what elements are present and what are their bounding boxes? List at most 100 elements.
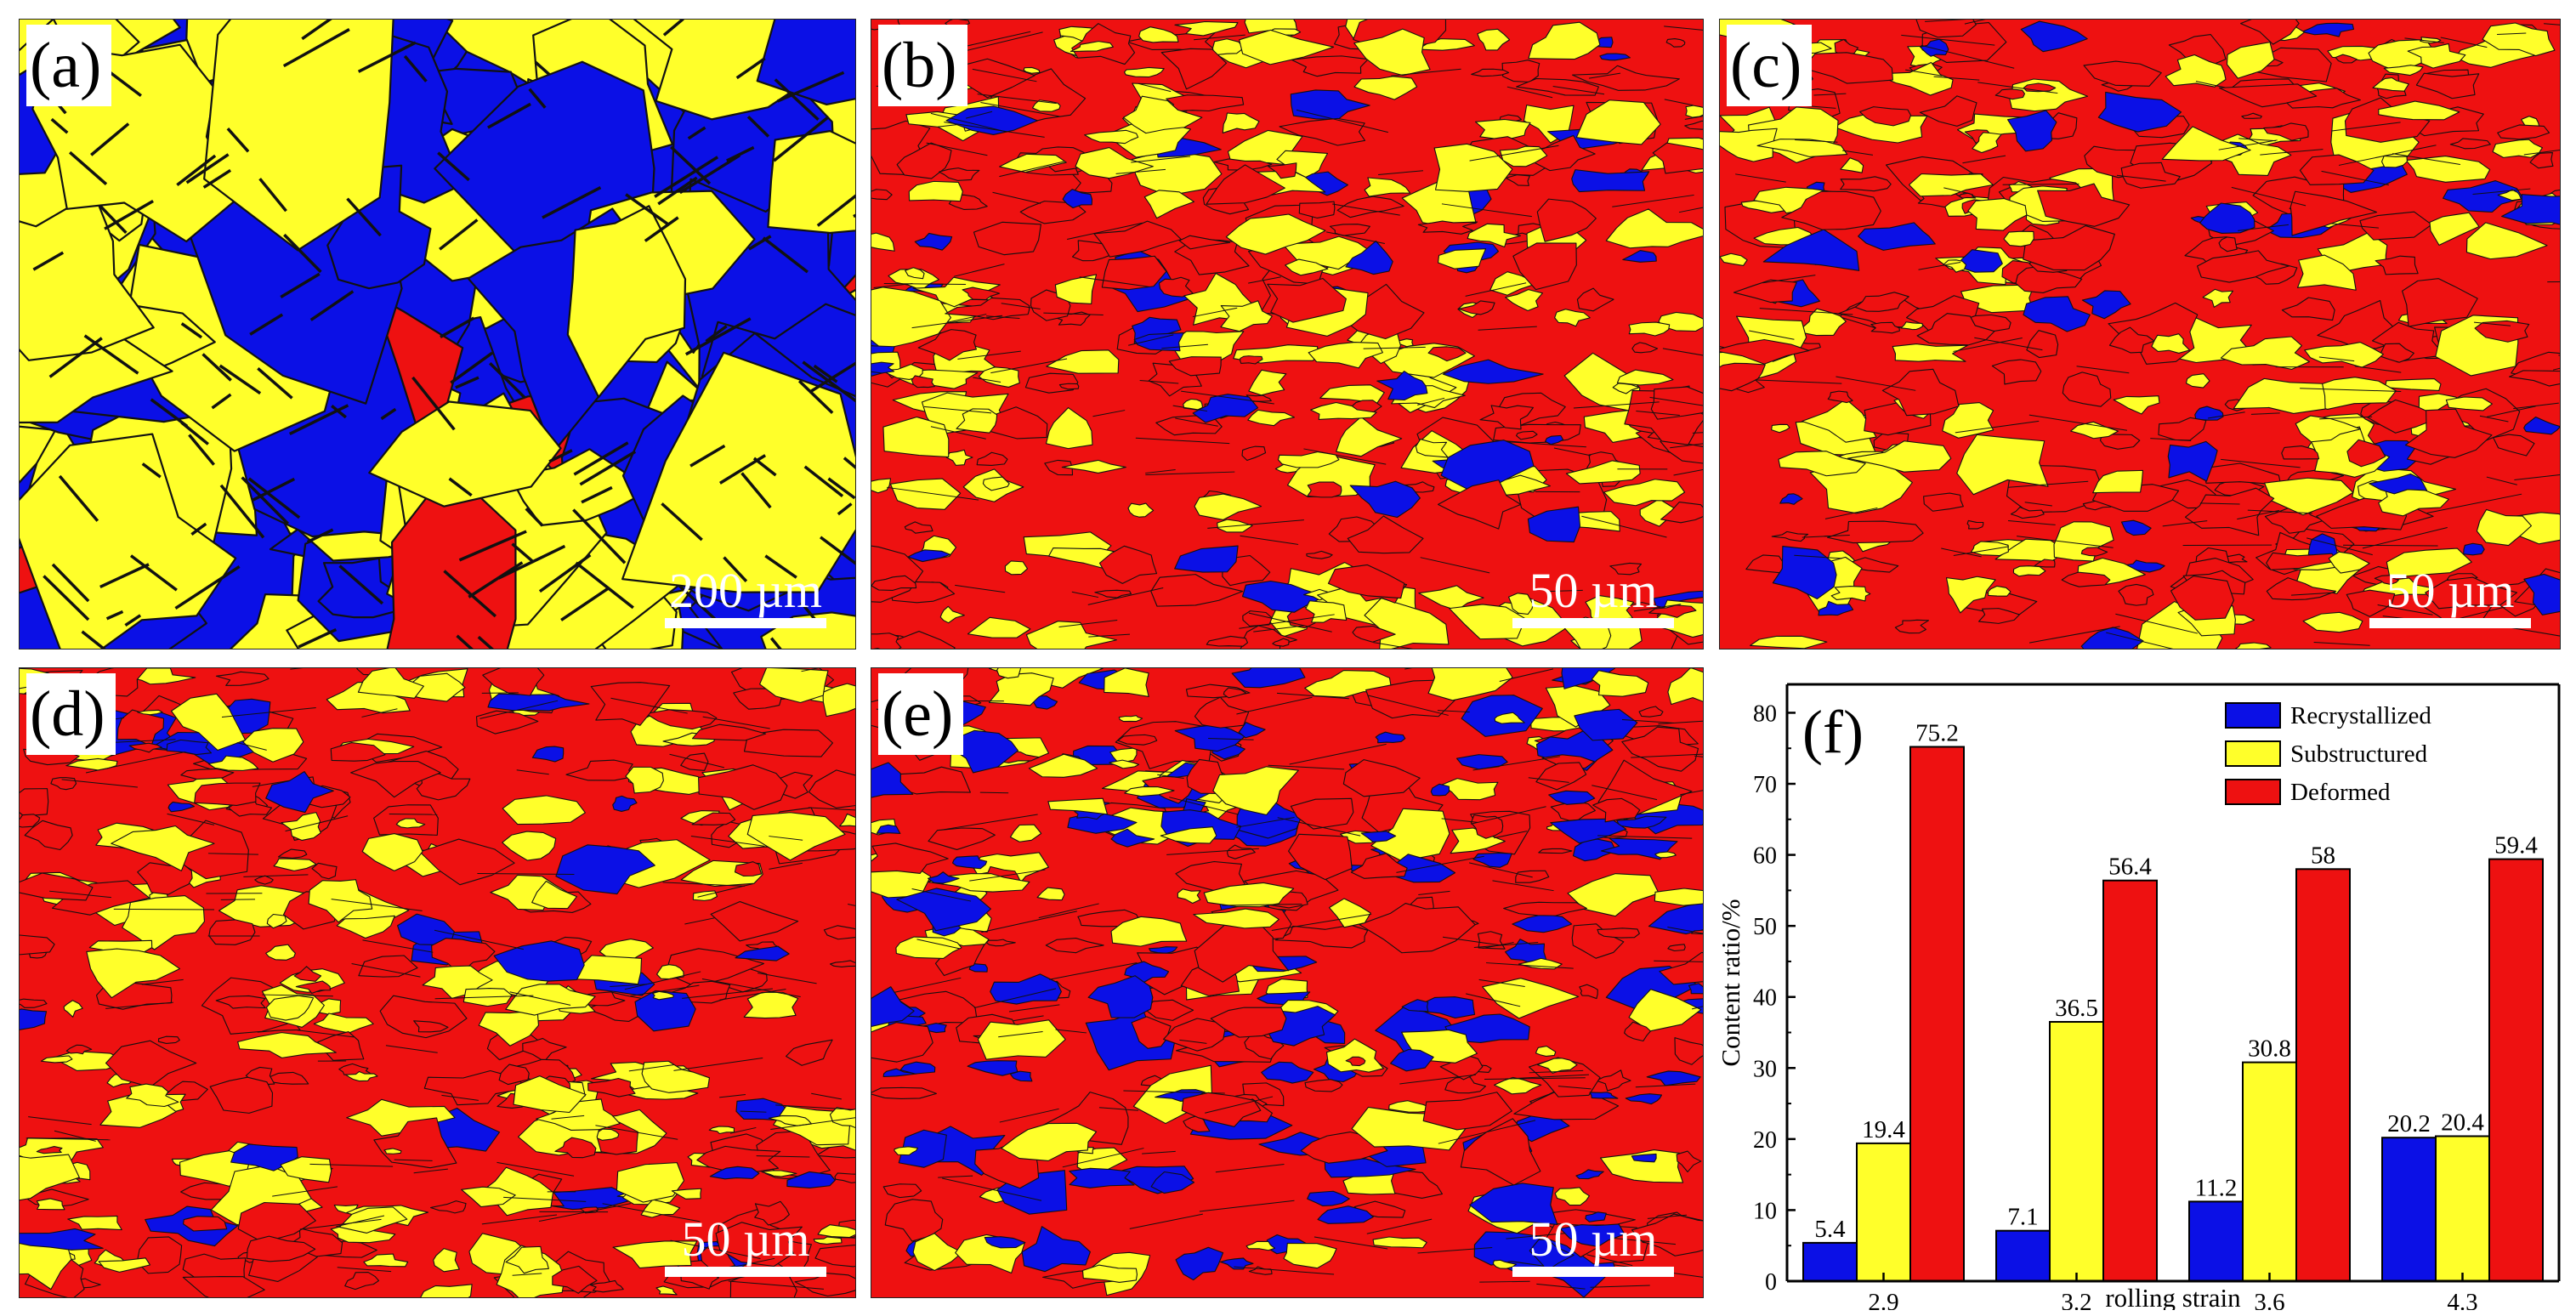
grain-boundary-line [973, 377, 1001, 383]
grain [552, 1265, 598, 1294]
grain-boundary-line [2076, 366, 2130, 374]
grain-boundary-line [1399, 1074, 1476, 1085]
grain [413, 1020, 449, 1033]
legend-swatch [2225, 779, 2281, 805]
data-label: 58 [2311, 842, 2335, 869]
grain [311, 862, 338, 880]
grain-boundary-line [799, 601, 818, 622]
scale-bar-label: 50 µm [681, 1211, 810, 1267]
grain [945, 297, 1030, 320]
grain [1781, 190, 1881, 230]
grain [20, 998, 48, 1008]
grain-boundary-line [1253, 625, 1305, 632]
grain-boundary-line [538, 553, 592, 593]
grain [1375, 731, 1406, 744]
grain-boundary-line [1964, 20, 1986, 25]
grain-boundary-line [748, 235, 772, 251]
grain [2202, 288, 2234, 308]
grain [1240, 355, 1263, 365]
grain [1528, 21, 1601, 60]
data-label: 20.4 [2441, 1109, 2484, 1137]
grain-boundary-line [301, 20, 332, 41]
grain [1069, 1167, 1135, 1188]
grain-boundary-line [1735, 173, 1786, 183]
grain [2328, 551, 2370, 574]
grain-boundary-line [1586, 1254, 1633, 1267]
ebsd-map-a: (a) 200 µm [19, 19, 856, 649]
grain [2465, 222, 2548, 260]
grain-boundary-line [803, 465, 844, 497]
grain-boundary-line [2331, 122, 2401, 132]
grain [656, 964, 684, 980]
grain [1213, 158, 1273, 171]
grain [1247, 409, 1296, 427]
grain [1571, 923, 1625, 959]
grain [1565, 460, 1641, 485]
grain [1575, 99, 1661, 145]
grain-boundary-line [450, 351, 494, 384]
grain-boundary-line [2238, 224, 2289, 231]
grain [2120, 519, 2152, 536]
grain-boundary-line [2440, 37, 2488, 48]
grain-boundary-line [1905, 69, 1943, 77]
grain-boundary-line [1466, 993, 1521, 1007]
grain [1591, 670, 1649, 697]
grain [167, 801, 196, 813]
grain [1376, 371, 1428, 401]
grain-boundary-line [2017, 536, 2114, 548]
grain [2170, 575, 2235, 621]
grain [1652, 142, 1703, 174]
y-tick-label: 70 [1753, 772, 1777, 798]
grain-boundary-line [1373, 642, 1414, 649]
grain [2097, 91, 2182, 133]
grain-boundary-line [2028, 626, 2120, 644]
grain [2463, 542, 2485, 556]
grain-boundary-line [662, 20, 684, 37]
grain-boundary-line [1505, 1074, 1589, 1080]
grain [1433, 143, 1513, 192]
grain-boundary-line [729, 1126, 757, 1134]
grain-boundary-line [1441, 818, 1478, 823]
grain [1075, 147, 1154, 179]
grain [1779, 493, 1803, 505]
grain [1720, 252, 1748, 266]
grain-boundary-line [1590, 1285, 1650, 1288]
grain [420, 1284, 473, 1297]
grain [433, 1248, 460, 1273]
legend-label: Recrystallized [2290, 702, 2431, 729]
grain [1467, 223, 1521, 248]
grain-boundary-line [669, 753, 725, 769]
grain-boundary-line [2392, 153, 2461, 166]
grain [565, 759, 635, 781]
grain-boundary-line [113, 908, 215, 910]
grain [1571, 169, 1650, 193]
grain [1538, 848, 1573, 854]
grain-boundary-line [481, 1214, 558, 1225]
grain-boundary-line [90, 122, 130, 156]
grain [587, 1077, 636, 1098]
grain [889, 478, 962, 510]
grain-boundary-line [2343, 544, 2438, 547]
grain-boundary-line [769, 836, 803, 841]
grain [2378, 100, 2460, 121]
grain [1342, 759, 1421, 797]
grain [1353, 76, 1418, 100]
grain-boundary-line [811, 1092, 842, 1100]
grain [1665, 37, 1686, 48]
ebsd-map-b: (b) 50 µm [871, 19, 1704, 649]
grain [822, 683, 855, 718]
grain-boundary-line [439, 218, 479, 251]
grain-boundary-line [575, 561, 634, 610]
grain-boundary-line [150, 398, 189, 428]
grain [1317, 1205, 1374, 1224]
grain-boundary-line [48, 890, 111, 899]
grain [344, 1070, 378, 1082]
grain [237, 1032, 337, 1058]
grain-boundary-line [528, 88, 547, 109]
grain [1628, 989, 1702, 1032]
grain [295, 980, 331, 994]
grain [1458, 300, 1495, 315]
grain [871, 286, 951, 350]
bar-recrystallized-3.6 [2188, 1200, 2244, 1283]
grain [1372, 1236, 1427, 1249]
